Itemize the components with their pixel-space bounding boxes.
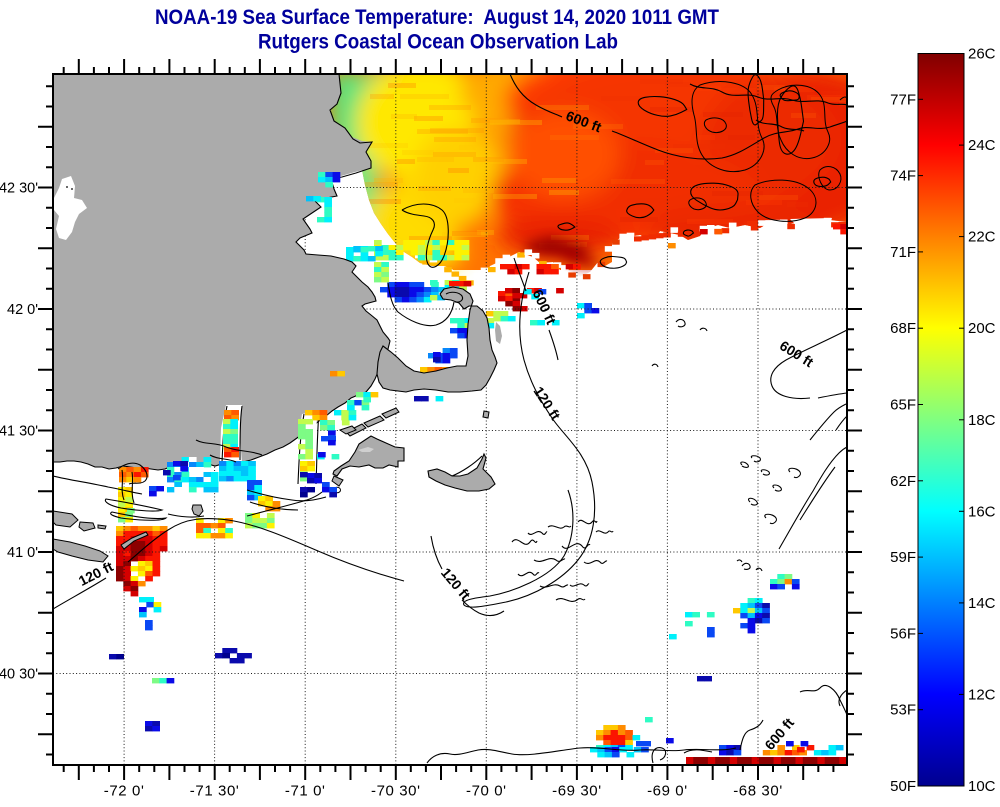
svg-text:41 0': 41 0' (7, 545, 38, 561)
svg-text:41 30': 41 30' (0, 424, 38, 440)
svg-text:-71 0': -71 0' (285, 783, 326, 800)
svg-text:22C: 22C (968, 229, 996, 246)
svg-text:65F: 65F (890, 397, 916, 414)
svg-text:16C: 16C (968, 503, 996, 520)
svg-text:10C: 10C (968, 778, 996, 795)
svg-text:62F: 62F (890, 473, 916, 490)
svg-text:26C: 26C (968, 46, 996, 63)
svg-text:NOAA-19 Sea Surface Temperatur: NOAA-19 Sea Surface Temperature: August … (155, 6, 719, 29)
svg-text:Rutgers Coastal Ocean Observat: Rutgers Coastal Ocean Observation Lab (258, 31, 618, 54)
svg-text:50F: 50F (890, 778, 916, 795)
svg-text:56F: 56F (890, 625, 916, 642)
svg-text:42 30': 42 30' (0, 181, 38, 197)
svg-text:-70 30': -70 30' (371, 783, 421, 800)
svg-text:-71 30': -71 30' (190, 783, 240, 800)
svg-text:-69 0': -69 0' (647, 783, 688, 800)
svg-text:12C: 12C (968, 686, 996, 703)
svg-text:40 30': 40 30' (0, 667, 38, 683)
svg-text:71F: 71F (890, 244, 916, 261)
svg-text:14C: 14C (968, 595, 996, 612)
svg-text:42 0': 42 0' (7, 302, 38, 318)
svg-text:59F: 59F (890, 549, 916, 566)
svg-text:-68 30': -68 30' (733, 783, 783, 800)
svg-text:68F: 68F (890, 320, 916, 337)
svg-text:-72 0': -72 0' (104, 783, 145, 800)
svg-text:-69 30': -69 30' (552, 783, 602, 800)
svg-text:24C: 24C (968, 137, 996, 154)
svg-text:18C: 18C (968, 412, 996, 429)
svg-text:20C: 20C (968, 320, 996, 337)
svg-text:77F: 77F (890, 91, 916, 108)
svg-text:74F: 74F (890, 168, 916, 185)
svg-text:53F: 53F (890, 702, 916, 719)
svg-text:-70 0': -70 0' (466, 783, 507, 800)
